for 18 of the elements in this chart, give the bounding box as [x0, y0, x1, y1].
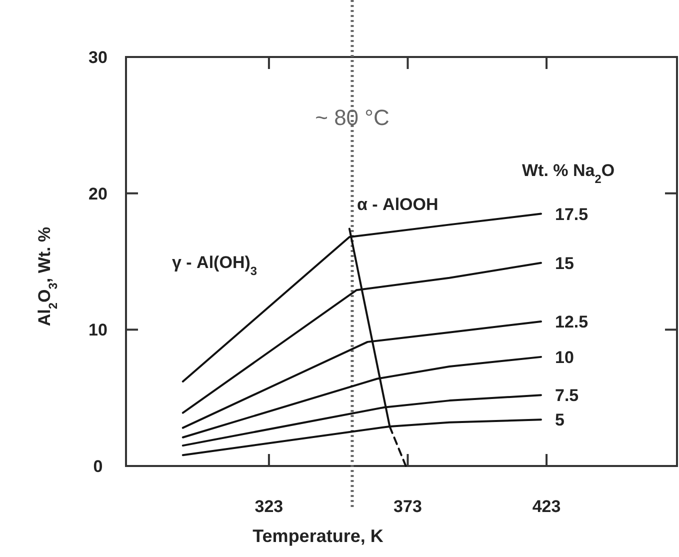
y-tick-label: 30 [88, 48, 108, 67]
series-label: 15 [554, 254, 574, 273]
legend-title: Wt. % Na$_{2}$O [522, 161, 615, 186]
y-tick-label: 20 [88, 184, 108, 204]
series-label: 7.5 [554, 386, 579, 406]
x-axis-title: Temperature, K [252, 526, 384, 546]
series-label: 17.5 [554, 204, 588, 224]
x-tick-label: 323 [254, 497, 284, 516]
series-label: 10 [554, 348, 574, 367]
annotation: γ - Al(OH)$_{3}$ [172, 253, 258, 278]
annotation: α - AlOOH [357, 195, 438, 214]
series-label: 12.5 [554, 312, 588, 332]
x-tick-label: 423 [532, 497, 561, 516]
y-tick-label: 0 [93, 457, 103, 476]
ref-line-label: ~ 80 °C [315, 105, 390, 130]
x-tick-label: 373 [394, 497, 422, 516]
y-tick-label: 10 [88, 320, 108, 340]
series-label: 5 [554, 410, 564, 430]
